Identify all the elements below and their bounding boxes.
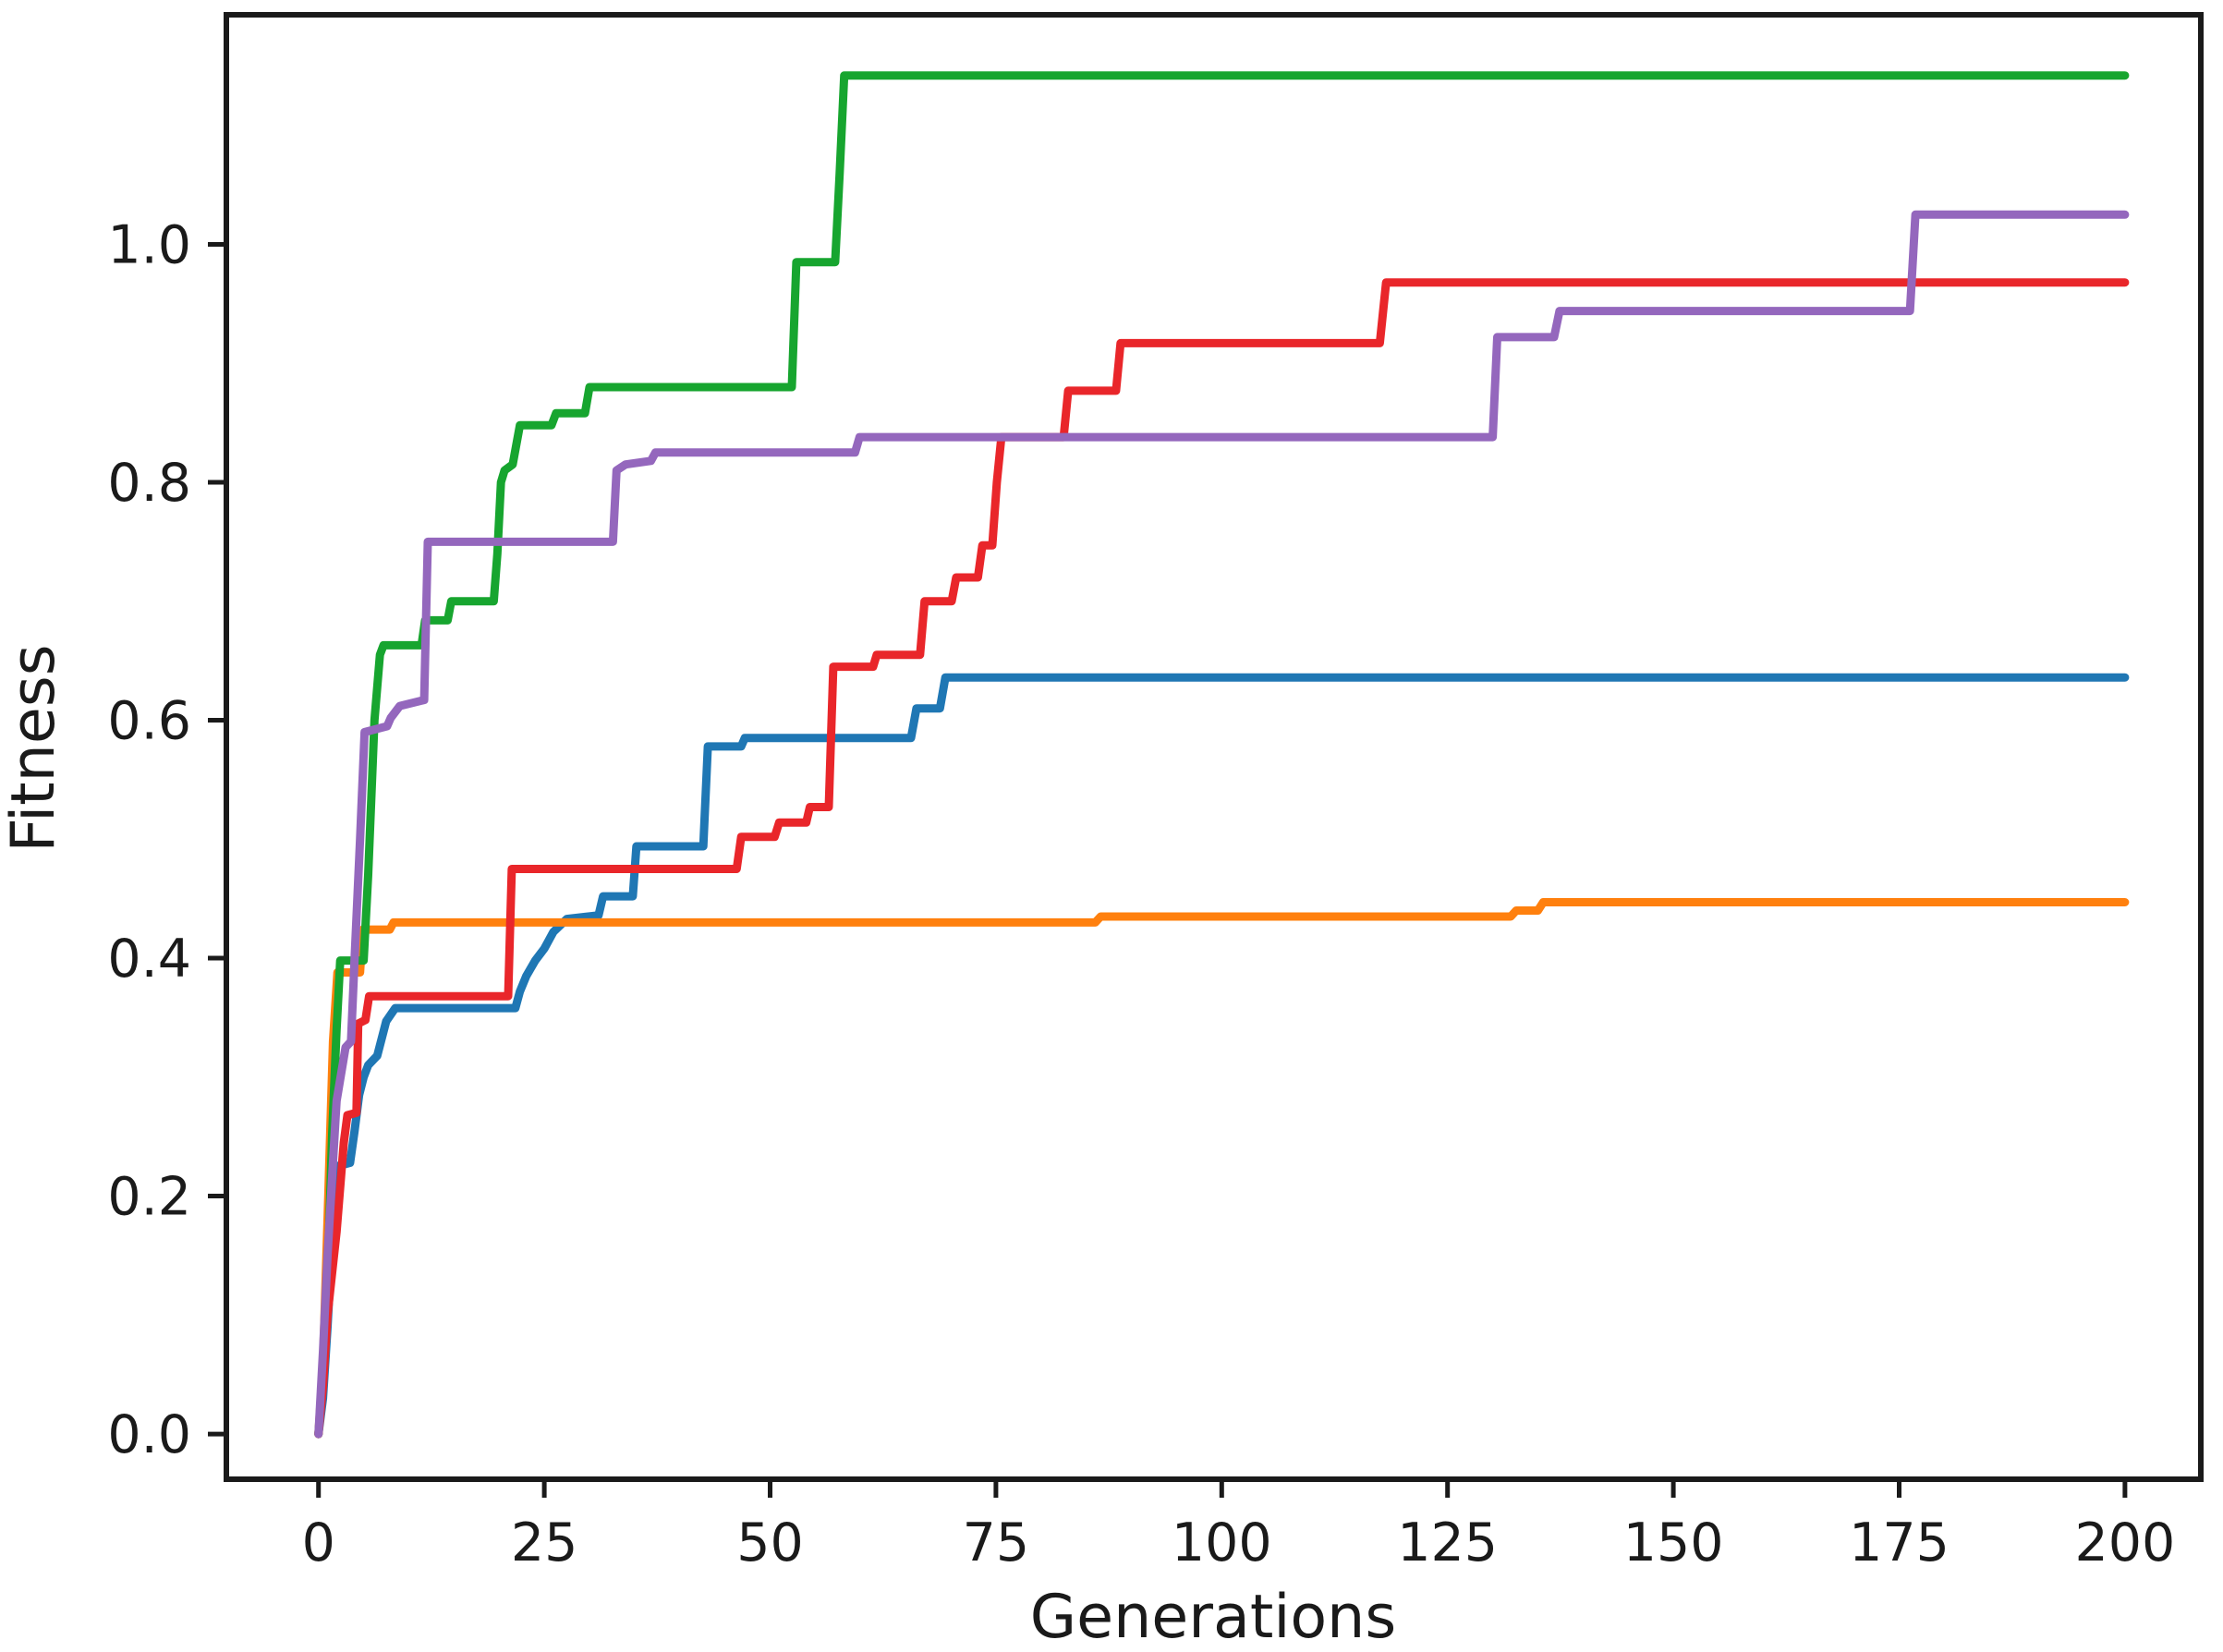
x-tick-label: 150: [1623, 1512, 1724, 1573]
y-tick-label: 0.4: [107, 929, 191, 990]
series-lines: [314, 71, 2130, 1439]
y-tick-label: 0.2: [107, 1167, 191, 1228]
x-axis-ticks: 0 25 50 75 100 125 150 175 200: [302, 1479, 2175, 1573]
plot-spines: [224, 12, 2204, 1482]
y-tick-label: 0.6: [107, 691, 191, 752]
x-tick-label: 50: [736, 1512, 804, 1573]
series-line-red: [314, 278, 2130, 1439]
x-tick-label: 200: [2074, 1512, 2175, 1573]
series-line-purple: [314, 210, 2130, 1439]
x-tick-label: 175: [1849, 1512, 1950, 1573]
x-tick-label: 125: [1397, 1512, 1498, 1573]
series-line-green: [314, 71, 2130, 1439]
y-axis-ticks: 0.0 0.2 0.4 0.6 0.8 1.0: [107, 215, 226, 1465]
plot-area: [224, 12, 2204, 1482]
x-tick-label: 75: [963, 1512, 1030, 1573]
y-tick-label: 0.8: [107, 453, 191, 514]
series-line-blue: [314, 673, 2130, 1439]
x-axis-label: Generations: [1030, 1583, 1396, 1652]
y-axis-label: Fitness: [0, 644, 68, 852]
x-tick-label: 0: [302, 1512, 335, 1573]
x-tick-label: 25: [511, 1512, 578, 1573]
x-tick-label: 100: [1172, 1512, 1272, 1573]
series-line-orange: [314, 898, 2130, 1439]
y-tick-label: 0.0: [107, 1404, 191, 1465]
y-tick-label: 1.0: [107, 215, 191, 276]
